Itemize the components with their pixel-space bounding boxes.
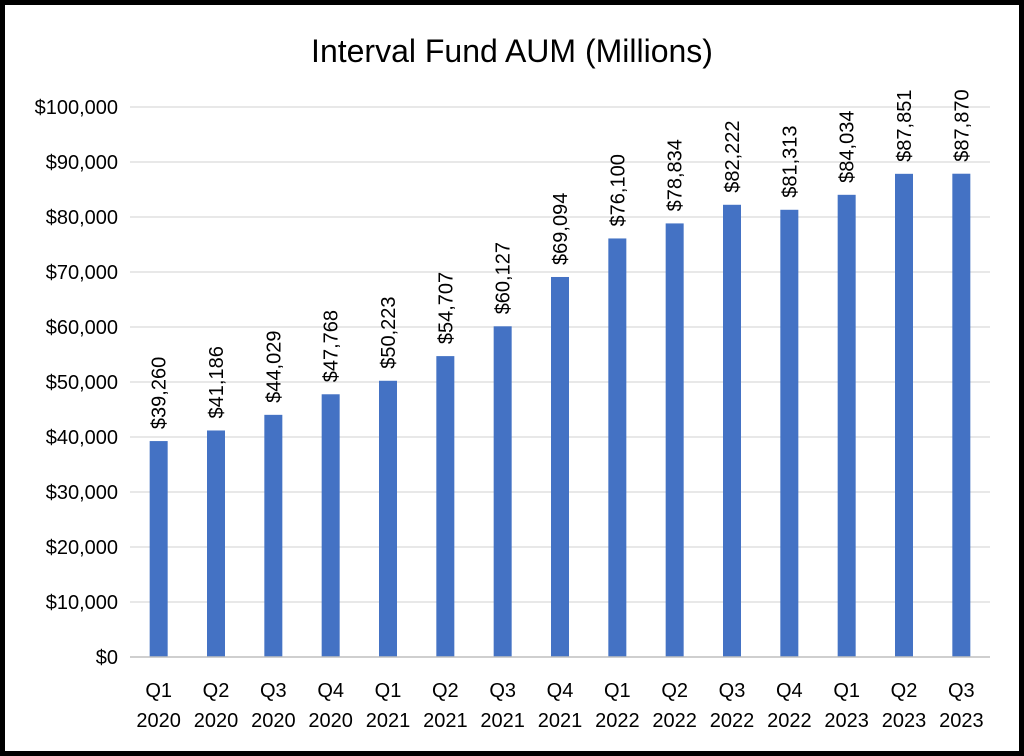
x-tick-label-quarter: Q1 (375, 680, 402, 702)
bar (895, 173, 913, 657)
y-tick-label: $90,000 (46, 152, 118, 174)
x-tick-label-quarter: Q3 (489, 680, 516, 702)
x-tick-label-quarter: Q3 (719, 680, 746, 702)
x-tick-label-quarter: Q4 (317, 680, 344, 702)
x-tick-label-year: 2022 (710, 710, 755, 732)
data-label: $87,851 (894, 90, 916, 162)
bar (952, 173, 971, 657)
data-label: $41,186 (206, 346, 228, 418)
x-tick-label-year: 2023 (939, 710, 984, 732)
x-axis-tick-labels: Q1 2020 Q2 2020 Q3 2020 Q4 2020 Q1 2021 Q2 2021 Q3 20… (136, 680, 983, 732)
y-tick-label: $40,000 (46, 427, 118, 449)
x-tick-label-year: 2020 (251, 710, 296, 732)
bars (149, 173, 971, 658)
data-label: $50,223 (378, 296, 400, 368)
y-tick-label: $50,000 (46, 372, 118, 394)
bar (551, 276, 569, 657)
data-label: $76,100 (607, 154, 629, 226)
x-tick-label-quarter: Q3 (948, 680, 975, 702)
data-label: $87,870 (951, 89, 973, 161)
data-labels: $39,260 $41,186 $44,029 $47,768 $50,223 $54,7… (149, 89, 974, 429)
x-tick-label-year: 2023 (882, 710, 927, 732)
bar (665, 223, 684, 657)
bar (493, 326, 512, 657)
y-tick-label: $20,000 (46, 537, 118, 559)
x-tick-label-year: 2021 (538, 710, 583, 732)
data-label: $81,313 (779, 125, 801, 197)
bar (321, 394, 340, 657)
data-label: $44,029 (263, 331, 285, 403)
y-tick-label: $80,000 (46, 207, 118, 229)
bar (723, 204, 741, 658)
data-label: $84,034 (837, 111, 859, 183)
x-tick-label-quarter: Q4 (776, 680, 803, 702)
bar (379, 380, 397, 657)
x-tick-label-quarter: Q3 (260, 680, 287, 702)
y-axis-tick-labels: $0 $10,000 $20,000 $30,000 $40,000 $50,000 $60… (35, 97, 118, 669)
x-tick-label-year: 2021 (366, 710, 411, 732)
x-tick-label-year: 2020 (194, 710, 239, 732)
y-tick-label: $30,000 (46, 482, 118, 504)
data-label: $82,222 (722, 120, 744, 192)
bar (436, 356, 455, 657)
data-label: $54,707 (435, 272, 457, 344)
y-tick-label: $0 (96, 647, 118, 669)
x-tick-label-year: 2022 (595, 710, 640, 732)
x-tick-label-quarter: Q2 (891, 680, 918, 702)
x-tick-label-year: 2022 (652, 710, 697, 732)
bar (207, 430, 225, 657)
x-tick-label-year: 2020 (308, 710, 353, 732)
x-tick-label-year: 2021 (480, 710, 525, 732)
bar (264, 414, 283, 657)
data-label: $78,834 (665, 139, 687, 211)
x-tick-label-quarter: Q2 (203, 680, 230, 702)
x-tick-label-year: 2020 (136, 710, 181, 732)
y-tick-label: $10,000 (46, 592, 118, 614)
x-tick-label-year: 2023 (824, 710, 869, 732)
data-label: $69,094 (550, 193, 572, 265)
data-label: $39,260 (149, 357, 171, 429)
bar (780, 209, 799, 657)
y-tick-label: $70,000 (46, 262, 118, 284)
x-tick-label-quarter: Q2 (432, 680, 459, 702)
x-tick-label-quarter: Q4 (547, 680, 574, 702)
x-tick-label-quarter: Q1 (833, 680, 860, 702)
bar (608, 238, 627, 657)
x-tick-label-year: 2022 (767, 710, 812, 732)
chart-title: Interval Fund AUM (Millions) (311, 33, 713, 69)
y-tick-label: $100,000 (35, 97, 118, 119)
data-label: $60,127 (493, 242, 515, 314)
x-tick-label-year: 2021 (423, 710, 468, 732)
x-tick-label-quarter: Q1 (604, 680, 631, 702)
data-label: $47,768 (321, 310, 343, 382)
x-tick-label-quarter: Q2 (661, 680, 688, 702)
y-tick-label: $60,000 (46, 317, 118, 339)
bar (837, 194, 856, 658)
x-tick-label-quarter: Q1 (145, 680, 172, 702)
bar (149, 441, 168, 657)
